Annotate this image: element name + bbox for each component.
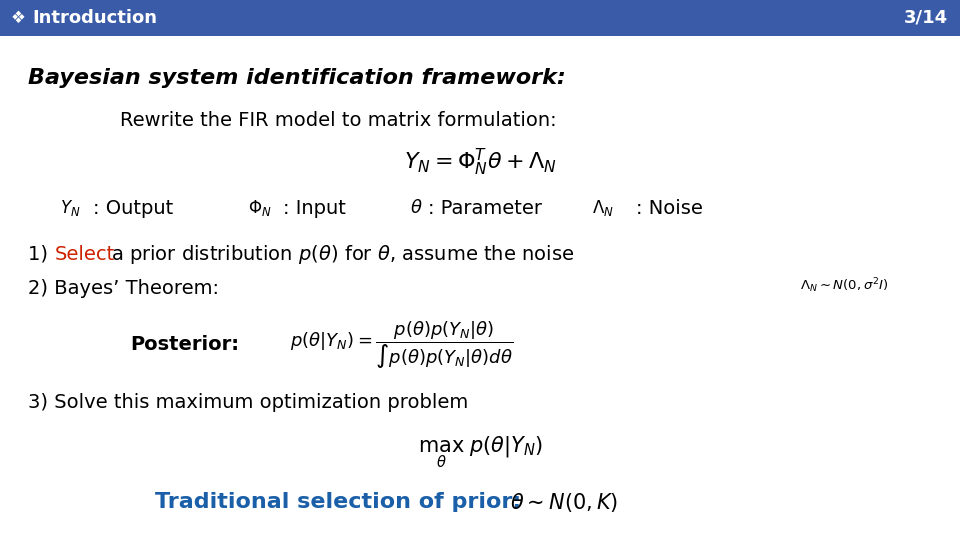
Bar [0,0,960,36]
Text: 3) Solve this maximum optimization problem: 3) Solve this maximum optimization probl… [28,393,468,411]
Text: Posterior:: Posterior: [130,335,239,354]
Text: 2) Bayes’ Theorem:: 2) Bayes’ Theorem: [28,279,219,298]
Text: 3/14: 3/14 [904,9,948,27]
Text: $\Lambda_N$: $\Lambda_N$ [592,198,614,218]
Text: $\Phi_N$: $\Phi_N$ [248,198,272,218]
Text: Rewrite the FIR model to matrix formulation:: Rewrite the FIR model to matrix formulat… [120,111,557,130]
Text: $\Lambda_N \sim N(0, \sigma^2 I)$: $\Lambda_N \sim N(0, \sigma^2 I)$ [800,276,888,295]
Text: : Parameter: : Parameter [428,199,542,218]
Text: : Input: : Input [283,199,346,218]
Text: $Y_N$: $Y_N$ [60,198,81,218]
Text: $\underset{\theta}{\max}\; p(\theta|Y_N)$: $\underset{\theta}{\max}\; p(\theta|Y_N)… [418,435,542,470]
Text: a prior distribution $p(\theta)$ for $\theta$, assume the noise: a prior distribution $p(\theta)$ for $\t… [111,242,574,266]
Text: $\theta$: $\theta$ [410,199,422,217]
Text: Bayesian system identification framework:: Bayesian system identification framework… [28,68,565,88]
Text: $\theta \sim N(0, K)$: $\theta \sim N(0, K)$ [510,490,618,514]
Text: Introduction: Introduction [32,9,157,27]
Text: ❖: ❖ [11,9,25,27]
Text: Select: Select [55,245,115,264]
Text: : Noise: : Noise [636,199,703,218]
Text: : Output: : Output [93,199,173,218]
Text: $p(\theta|Y_N) = \dfrac{p(\theta)p(Y_N|\theta)}{\int p(\theta)p(Y_N|\theta)d\the: $p(\theta|Y_N) = \dfrac{p(\theta)p(Y_N|\… [290,319,514,371]
Text: Traditional selection of prior:: Traditional selection of prior: [155,492,521,512]
Text: 1): 1) [28,245,55,264]
Text: $Y_N = \Phi_N^T\theta + \Lambda_N$: $Y_N = \Phi_N^T\theta + \Lambda_N$ [403,146,557,178]
